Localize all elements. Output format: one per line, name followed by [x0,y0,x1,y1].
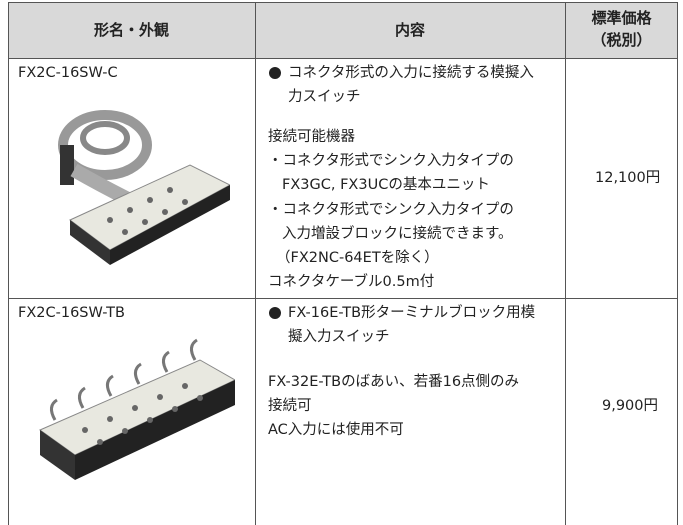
content-line: FX3GC, FX3UCの基本ユニット [282,177,490,193]
content-line: FX-32E-TBのばあい、若番16点側のみ [268,374,520,390]
bullet [269,307,281,319]
content-line: （FX2NC-64ETを除く） [276,250,439,266]
content-line: ・コネクタ形式でシンク入力タイプの [268,153,514,169]
content-line: FX-16E-TB形ターミナルブロック用模 [288,305,536,321]
header-cell: 形名・外観 [93,21,169,39]
bullet [269,67,281,79]
content-line: コネクタケーブル0.5m付 [268,274,435,290]
content-line: ・コネクタ形式でシンク入力タイプの [268,202,514,218]
border [677,2,678,525]
border [565,2,566,525]
content-line: 擬入力スイッチ [288,329,390,345]
header-cell: 標準価格 [591,9,652,27]
border [8,58,678,59]
price: 9,900円 [602,398,659,414]
border [8,2,678,3]
price: 12,100円 [595,170,661,186]
product-image [58,110,230,265]
header-cell: 内容 [394,21,425,39]
product-image [38,338,235,480]
border [255,2,256,525]
border [8,298,678,299]
content-line: 接続可能機器 [268,129,355,145]
content-line: 入力増設ブロックに接続できます。 [282,226,513,242]
model: FX2C-16SW-C [18,65,118,81]
header-cell: （税別） [591,31,652,49]
model: FX2C-16SW-TB [18,305,125,321]
header-bg [8,2,678,58]
border [8,2,9,525]
content-line: 力スイッチ [288,89,361,105]
content-line: コネクタ形式の入力に接続する模擬入 [288,65,534,81]
content-line: AC入力には使用不可 [268,422,404,438]
content-line: 接続可 [268,398,312,414]
